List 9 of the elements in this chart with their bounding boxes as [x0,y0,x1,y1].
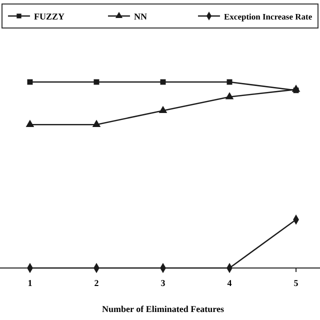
legend-label: FUZZY [34,12,66,22]
x-tick-label: 2 [94,278,100,288]
x-axis-title: Number of Eliminated Features [102,304,224,314]
legend-label: NN [134,12,148,22]
x-tick-label: 5 [294,278,299,288]
x-tick-label: 3 [160,278,166,288]
x-tick-label: 1 [28,278,33,288]
x-tick-label: 4 [227,278,232,288]
legend-label: Exception Increase Rate [224,12,312,22]
